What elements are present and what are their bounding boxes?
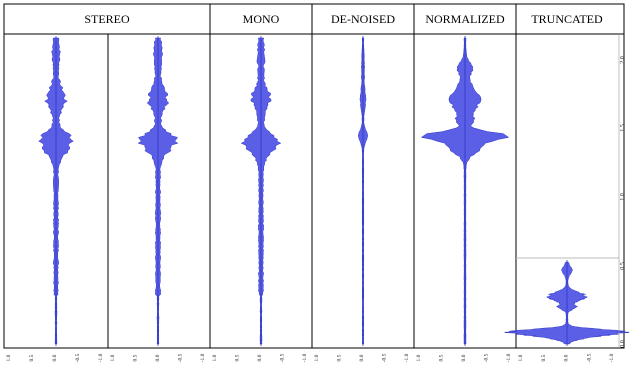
bottom-axis-tick-label: 0.0 xyxy=(564,354,570,361)
right-axis-tick-label: 2.0 xyxy=(620,56,626,64)
bottom-axis-tick-label: 0.5 xyxy=(439,354,445,361)
bottom-axis-tick-label: -1.0 xyxy=(404,353,410,362)
right-axis-tick-label: 1.0 xyxy=(620,193,626,201)
bottom-axis-tick-label: 1.0 xyxy=(212,354,218,361)
bottom-axis-tick-label: 1.0 xyxy=(314,354,320,361)
bottom-axes: 1.0 0.5 0.0 -0.5 -1.0 1.0 0.5 0.0 -0.5 -1.0 1.0 0.5… xyxy=(6,353,615,362)
right-axis-tick-label: 0.5 xyxy=(620,262,626,270)
bottom-axis-tick-label: -0.5 xyxy=(280,353,286,362)
bottom-axis-tick-label: 0.5 xyxy=(29,354,35,361)
header-normalized: NORMALIZED xyxy=(425,12,505,26)
bottom-axis-tick-label: 0.0 xyxy=(257,354,263,361)
bottom-axis-tick-label: -0.5 xyxy=(586,353,592,362)
waveforms xyxy=(39,36,629,346)
bottom-axis-tick-label: -0.5 xyxy=(75,353,81,362)
body-frame xyxy=(4,34,624,348)
header-mono: MONO xyxy=(243,12,280,26)
bottom-axis-tick-label: 0.5 xyxy=(337,354,343,361)
bottom-axis-tick-label: -1.0 xyxy=(506,353,512,362)
bottom-axis-tick-label: 1.0 xyxy=(518,354,524,361)
bottom-axis-tick-label: 0.0 xyxy=(359,354,365,361)
header-stereo: STEREO xyxy=(84,12,130,26)
header-denoised: DE-NOISED xyxy=(331,12,395,26)
right-axis: 2.0 1.5 1.0 0.5 0.0 xyxy=(619,34,626,348)
header-row: STEREO MONO DE-NOISED NORMALIZED TRUNCAT… xyxy=(4,4,624,34)
right-axis-tick-label: 0.0 xyxy=(620,340,626,348)
bottom-axis-tick-label: -0.5 xyxy=(484,353,490,362)
bottom-axis-tick-label: 0.0 xyxy=(52,354,58,361)
bottom-axis-tick-label: -1.0 xyxy=(98,353,104,362)
bottom-axis-tick-label: 0.0 xyxy=(461,354,467,361)
bottom-axis-tick-label: 0.5 xyxy=(133,354,139,361)
right-axis-tick-label: 1.5 xyxy=(620,124,626,132)
bottom-axis-tick-label: 0.5 xyxy=(235,354,241,361)
bottom-axis-tick-label: -0.5 xyxy=(382,353,388,362)
bottom-axis-tick-label: 0.0 xyxy=(155,354,161,361)
bottom-axis-tick-label: -1.0 xyxy=(200,353,206,362)
bottom-axis-tick-label: 1.0 xyxy=(416,354,422,361)
panel-frames xyxy=(4,34,624,348)
bottom-axis-tick-label: 1.0 xyxy=(6,354,12,361)
bottom-axis-tick-label: -1.0 xyxy=(302,353,308,362)
bottom-axis-tick-label: -0.5 xyxy=(178,353,184,362)
bottom-axis-tick-label: 1.0 xyxy=(110,354,116,361)
header-truncated: TRUNCATED xyxy=(531,12,603,26)
bottom-axis-tick-label: -1.0 xyxy=(609,353,615,362)
bottom-axis-tick-label: 0.5 xyxy=(541,354,547,361)
